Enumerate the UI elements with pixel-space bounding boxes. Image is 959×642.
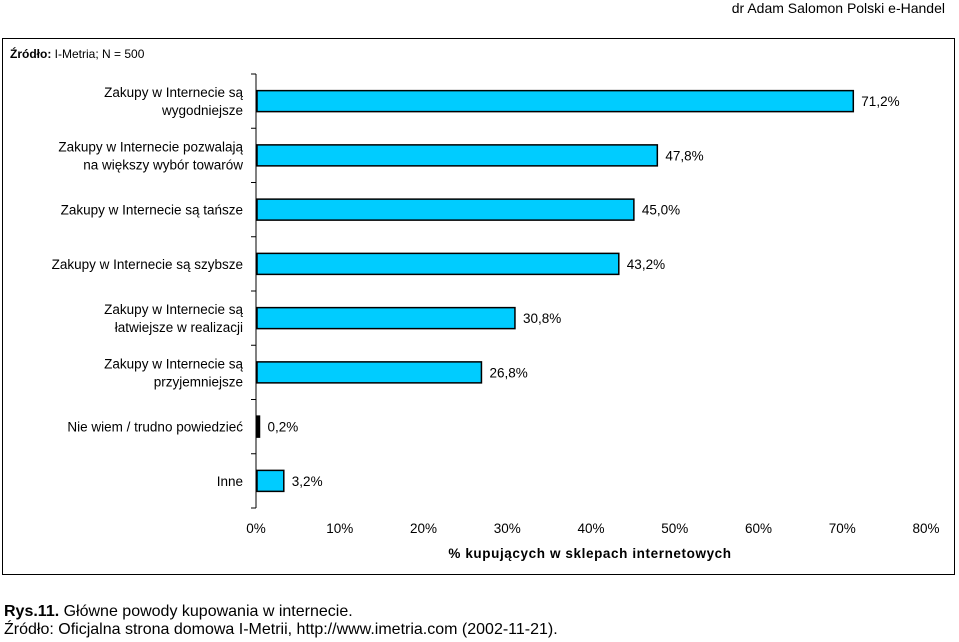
figure-source: Źródło: Oficjalna strona domowa I-Metrii…	[4, 621, 558, 638]
category-label: Zakupy w Internecie są szybsze	[52, 257, 243, 272]
bar-value-label: 0,2%	[268, 420, 299, 435]
bar-value-label: 47,8%	[665, 148, 703, 163]
x-tick-label: 40%	[577, 521, 604, 536]
bar	[256, 252, 620, 276]
x-tick-label: 0%	[246, 521, 266, 536]
x-tick-label: 10%	[326, 521, 353, 536]
category-label: Zakupy w Internecie są tańsze	[61, 203, 243, 218]
category-label: Zakupy w Internecie pozwalają	[58, 139, 243, 154]
category-label: Zakupy w Internecie są	[104, 302, 243, 317]
x-axis-title: % kupujących w sklepach internetowych	[448, 546, 731, 561]
bar	[256, 198, 635, 221]
bar	[256, 469, 285, 493]
category-label: Nie wiem / trudno powiedzieć	[67, 420, 243, 435]
category-label: Zakupy w Internecie są	[104, 356, 243, 371]
x-tick-label: 30%	[494, 521, 521, 536]
x-tick-label: 60%	[745, 521, 772, 536]
chart-source-text: I-Metria; N = 500	[51, 47, 145, 61]
category-label: przyjemniejsze	[154, 374, 243, 389]
chart-frame	[2, 38, 955, 575]
bar-value-label: 26,8%	[489, 365, 527, 380]
category-label: na większy wybór towarów	[83, 157, 243, 172]
bar-value-label: 3,2%	[292, 474, 323, 489]
bar-value-label: 71,2%	[861, 94, 899, 109]
bar	[256, 415, 261, 438]
bar-value-label: 43,2%	[627, 257, 665, 272]
category-label: łatwiejsze w realizacji	[115, 320, 243, 335]
x-tick-label: 80%	[912, 521, 939, 536]
category-label: Zakupy w Internecie są	[104, 85, 243, 100]
figure-number: Rys.11.	[4, 603, 60, 620]
bar-value-label: 45,0%	[642, 203, 680, 218]
bar	[256, 89, 855, 113]
chart-source-label: Źródło:	[10, 47, 52, 61]
figure-title: Główne powody kupowania w internecie.	[59, 603, 353, 620]
chart-source: Źródło: I-Metria; N = 500	[10, 47, 144, 61]
category-label: Inne	[217, 474, 243, 489]
page-header: dr Adam Salomon Polski e-Handel	[731, 0, 945, 16]
category-label: wygodniejsze	[161, 103, 243, 118]
bar	[256, 361, 483, 384]
bar	[256, 306, 516, 330]
x-tick-label: 20%	[410, 521, 437, 536]
x-tick-label: 70%	[829, 521, 856, 536]
bar-value-label: 30,8%	[523, 311, 561, 326]
x-tick-label: 50%	[661, 521, 688, 536]
figure-caption: Rys.11. Główne powody kupowania w intern…	[4, 603, 558, 638]
bar	[256, 144, 659, 167]
